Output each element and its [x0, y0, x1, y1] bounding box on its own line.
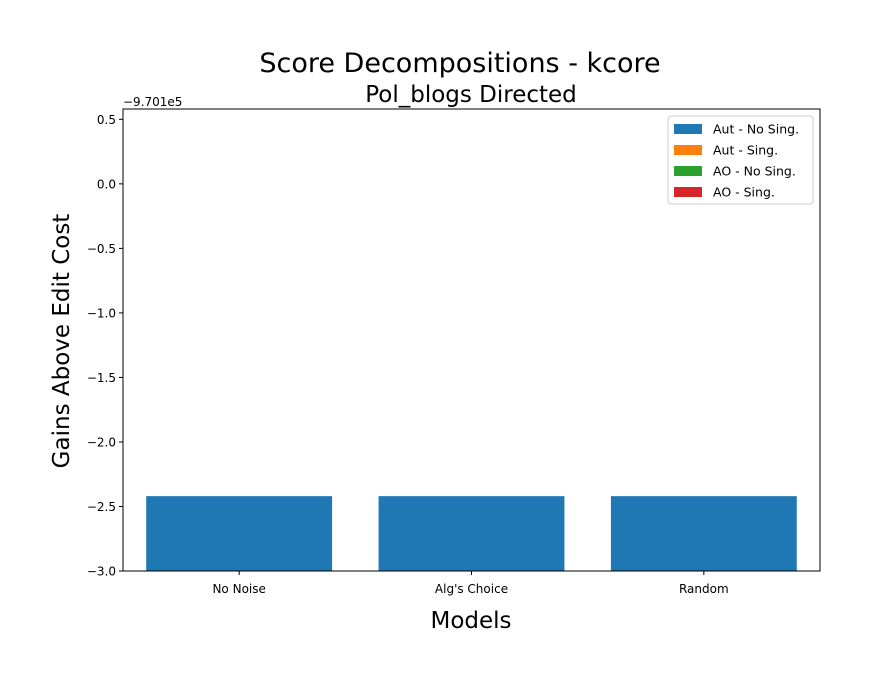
plot-frame	[122, 108, 821, 572]
y-tick-label: −0.5	[87, 242, 116, 256]
legend-box	[667, 115, 814, 205]
legend-swatch	[674, 187, 702, 197]
legend-swatch	[674, 124, 702, 134]
bars-group	[146, 496, 797, 571]
legend-label: AO - Sing.	[713, 185, 775, 200]
legend-label: AO - No Sing.	[713, 164, 796, 179]
x-tick-label: Random	[679, 582, 729, 596]
x-axis-label: Models	[430, 608, 511, 634]
y-tick-label: −3.0	[87, 565, 116, 579]
legend-label: Aut - No Sing.	[713, 122, 799, 137]
x-tick-label: No Noise	[212, 582, 265, 596]
legend-swatch	[674, 145, 702, 155]
y-axis-ticks: 0.5 0.0 −0.5 −1.0 −1.5 −2.0 −2.5 −3.0	[87, 113, 123, 579]
x-tick-label: Alg's Choice	[435, 582, 508, 596]
y-tick-label: −1.0	[87, 306, 116, 320]
y-offset-label: −9.701e5	[123, 95, 182, 109]
y-tick-label: −2.5	[87, 500, 116, 514]
y-tick-label: 0.5	[97, 113, 116, 127]
y-tick-label: −2.0	[87, 435, 116, 449]
bar-0-series-0	[146, 496, 333, 571]
x-axis-ticks: No Noise Alg's Choice Random	[212, 571, 729, 596]
legend-swatch	[674, 166, 702, 176]
legend: Aut - No Sing. Aut - Sing. AO - No Sing. AO…	[667, 115, 814, 205]
y-tick-label: −1.5	[87, 371, 116, 385]
chart-subtitle: Pol_blogs Directed	[365, 82, 577, 108]
bar-2-series-0	[610, 496, 797, 571]
chart-title: Score Decompositions - kcore	[259, 48, 660, 79]
y-axis-label: Gains Above Edit Cost	[49, 214, 75, 469]
legend-label: Aut - Sing.	[713, 143, 778, 158]
y-tick-label: 0.0	[97, 177, 116, 191]
bar-1-series-0	[378, 496, 565, 571]
